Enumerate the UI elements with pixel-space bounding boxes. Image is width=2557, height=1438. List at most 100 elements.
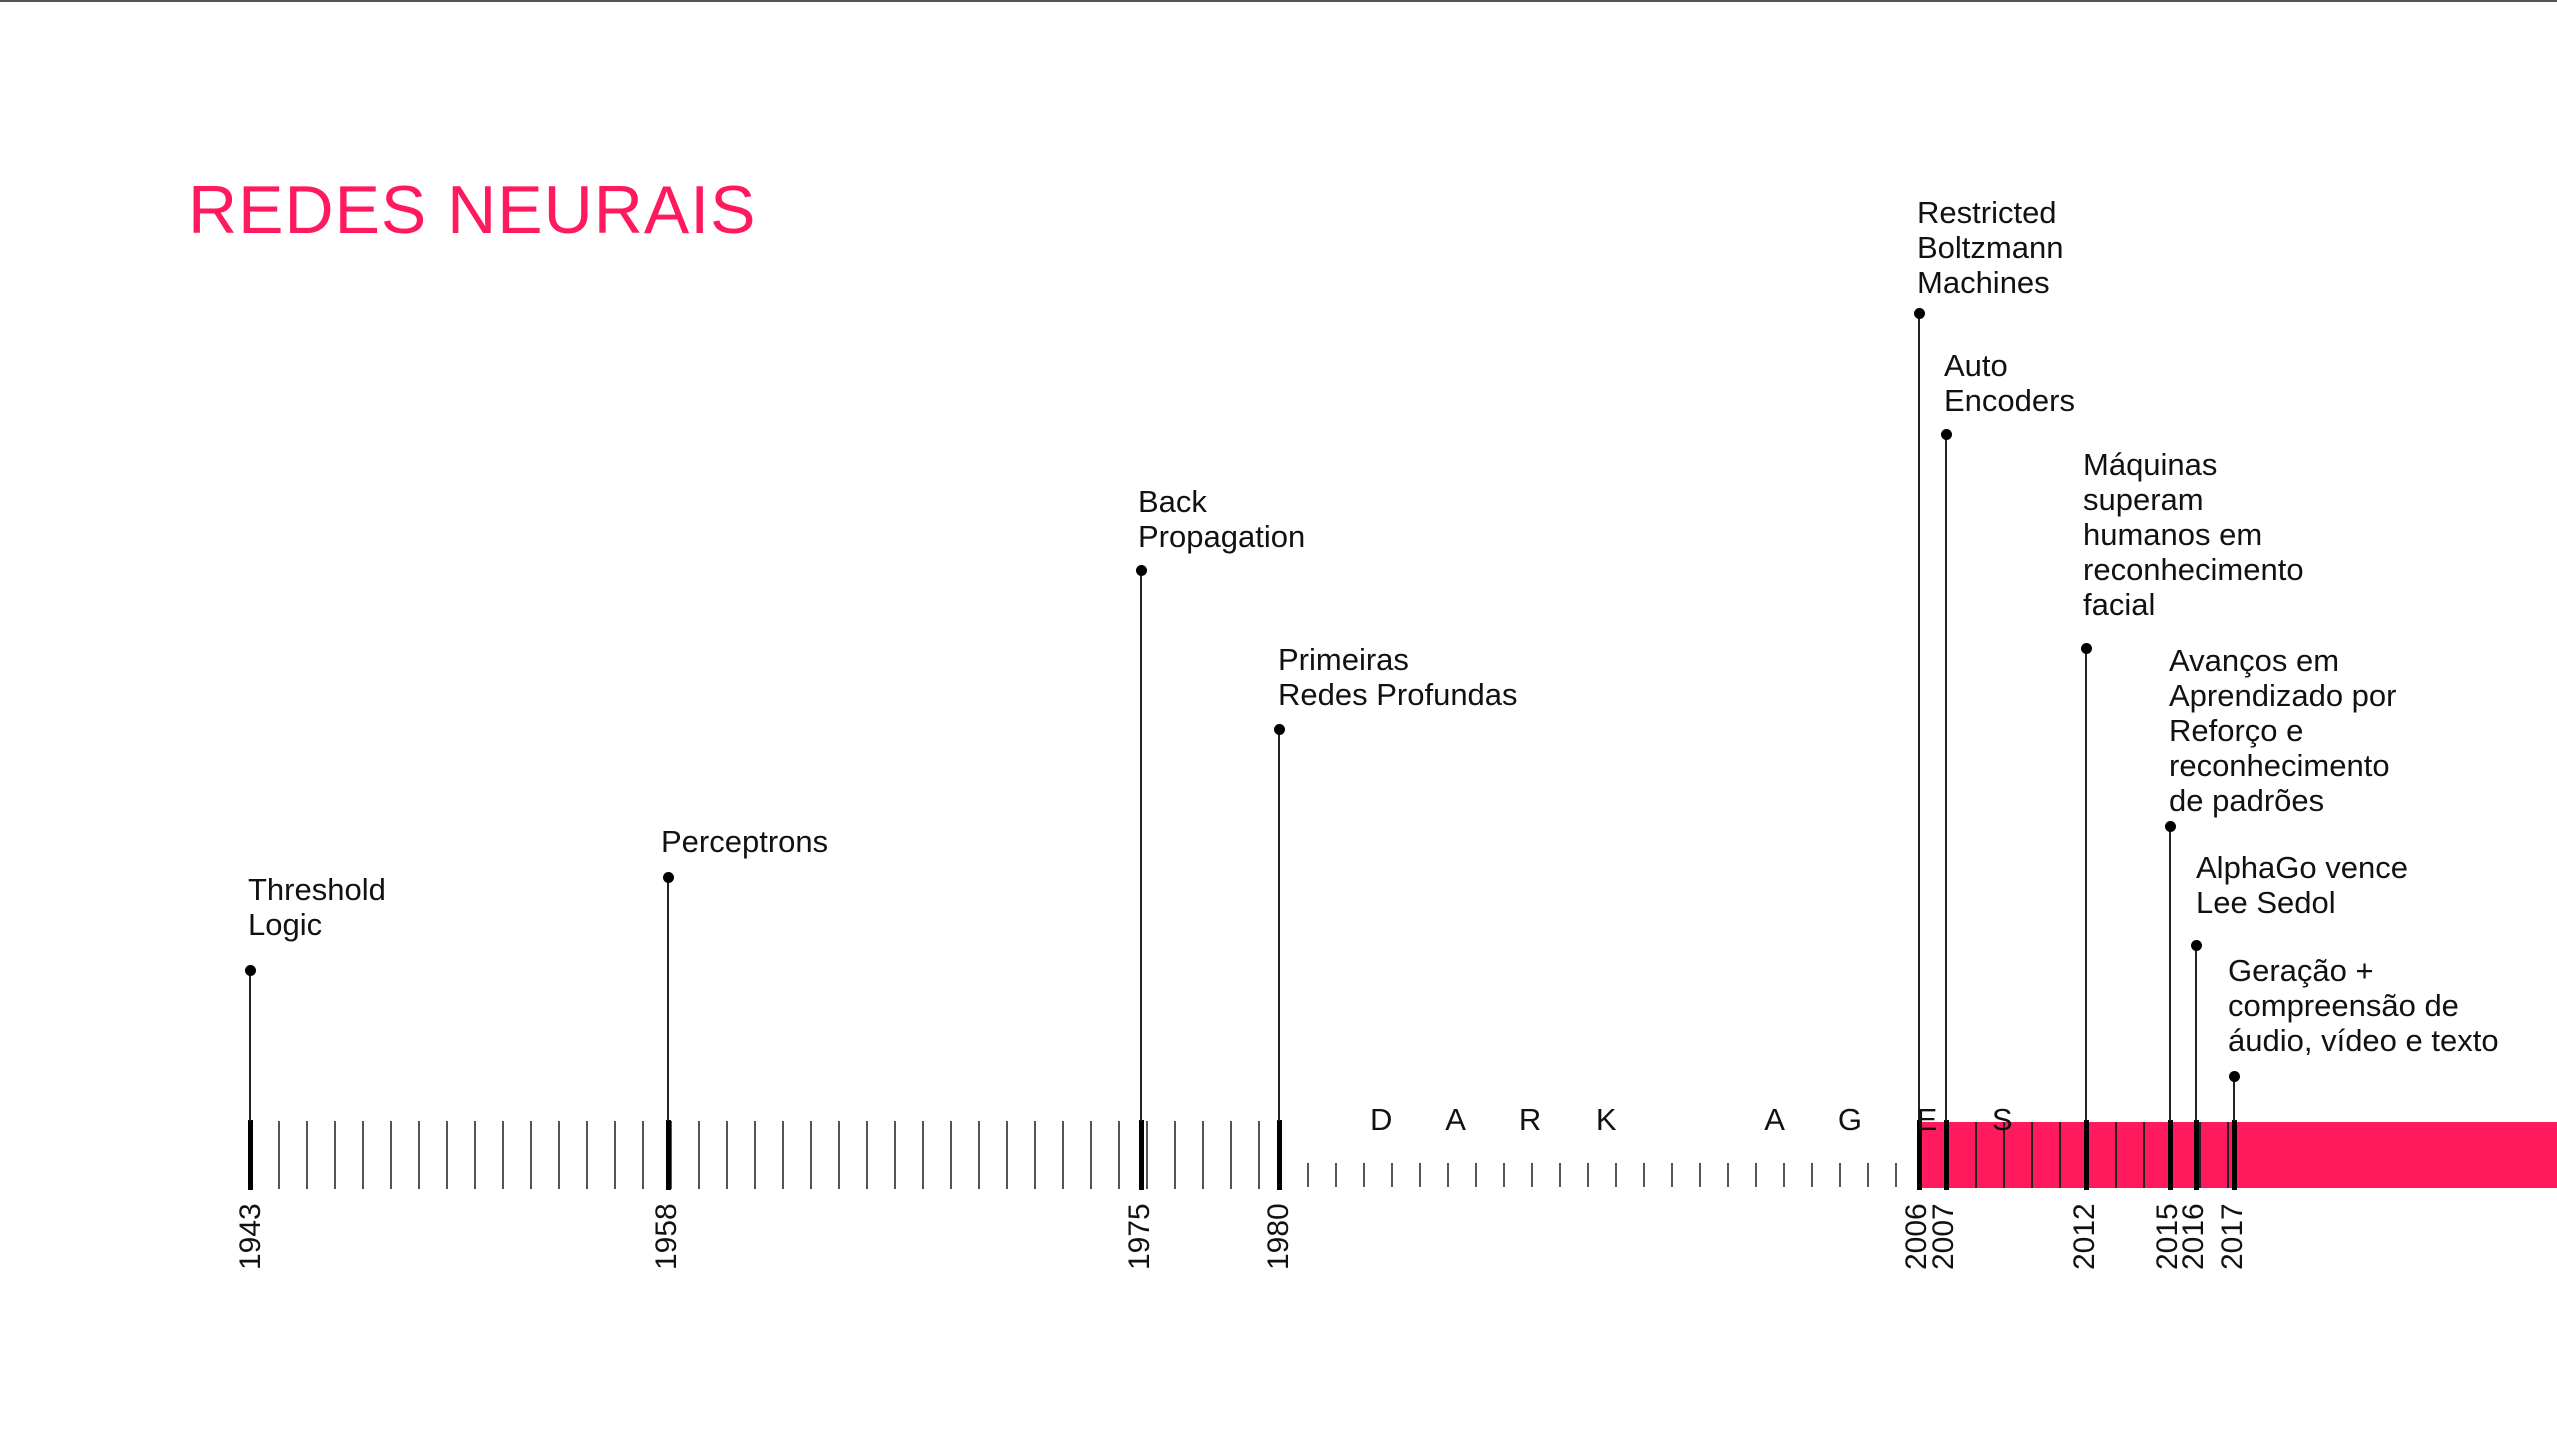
minor-tick <box>1363 1163 1365 1187</box>
minor-tick <box>894 1121 896 1189</box>
event-label-2007: Auto Encoders <box>1944 348 2075 418</box>
minor-tick <box>1783 1163 1785 1187</box>
event-dot-1943 <box>245 965 256 976</box>
minor-tick <box>1335 1163 1337 1187</box>
minor-tick <box>1975 1122 1977 1188</box>
event-dot-1958 <box>663 872 674 883</box>
event-dot-2006 <box>1914 308 1925 319</box>
event-label-1958: Perceptrons <box>661 824 829 859</box>
minor-tick <box>362 1121 364 1189</box>
minor-tick <box>922 1121 924 1189</box>
minor-tick <box>1230 1121 1232 1189</box>
top-rule <box>0 0 2557 2</box>
event-label-1980: Primeiras Redes Profundas <box>1278 642 1518 712</box>
minor-tick <box>1559 1163 1561 1187</box>
year-label-1958: 1958 <box>650 1203 683 1270</box>
minor-tick <box>1146 1121 1148 1189</box>
year-tick-1975 <box>1139 1120 1144 1190</box>
event-stem-1958 <box>667 877 669 1121</box>
minor-tick <box>1118 1121 1120 1189</box>
minor-tick <box>278 1121 280 1189</box>
event-label-2006: Restricted Boltzmann Machines <box>1917 195 2064 300</box>
year-tick-2012 <box>2084 1120 2089 1190</box>
event-dot-2016 <box>2191 940 2202 951</box>
event-stem-2017 <box>2233 1076 2235 1121</box>
event-dot-2012 <box>2081 643 2092 654</box>
minor-tick <box>1503 1163 1505 1187</box>
minor-tick <box>1671 1163 1673 1187</box>
event-dot-2007 <box>1941 429 1952 440</box>
minor-tick <box>1090 1121 1092 1189</box>
event-label-2017: Geração + compreensão de áudio, vídeo e … <box>2228 953 2499 1058</box>
event-dot-1975 <box>1136 565 1147 576</box>
minor-tick <box>1615 1163 1617 1187</box>
minor-tick <box>1034 1121 1036 1189</box>
year-tick-1958 <box>666 1120 671 1190</box>
minor-tick <box>334 1121 336 1189</box>
minor-tick <box>1867 1163 1869 1187</box>
year-label-2012: 2012 <box>2068 1203 2101 1270</box>
event-label-2015: Avanços em Aprendizado por Reforço e rec… <box>2169 643 2397 818</box>
event-stem-2007 <box>1945 434 1947 1121</box>
year-tick-2007 <box>1944 1120 1949 1190</box>
minor-tick <box>2227 1122 2229 1188</box>
minor-tick <box>698 1121 700 1189</box>
minor-tick <box>1202 1121 1204 1189</box>
minor-tick <box>1895 1163 1897 1187</box>
minor-tick <box>1391 1163 1393 1187</box>
year-tick-2015 <box>2168 1120 2173 1190</box>
minor-tick <box>2115 1122 2117 1188</box>
minor-tick <box>1727 1163 1729 1187</box>
year-tick-1943 <box>248 1120 253 1190</box>
minor-tick <box>1006 1121 1008 1189</box>
minor-tick <box>446 1121 448 1189</box>
event-stem-1980 <box>1278 729 1280 1121</box>
year-label-1975: 1975 <box>1123 1203 1156 1270</box>
dark-ages-label: D A R K A G E S <box>1370 1102 2036 1137</box>
year-label-2017: 2017 <box>2216 1203 2249 1270</box>
modern-era-band <box>1917 1122 2557 1188</box>
minor-tick <box>1755 1163 1757 1187</box>
minor-tick <box>1307 1163 1309 1187</box>
year-tick-2016 <box>2194 1120 2199 1190</box>
minor-tick <box>1174 1121 1176 1189</box>
minor-tick <box>474 1121 476 1189</box>
minor-tick <box>2143 1122 2145 1188</box>
event-stem-1943 <box>249 970 251 1121</box>
minor-tick <box>390 1121 392 1189</box>
minor-tick <box>1587 1163 1589 1187</box>
minor-tick <box>558 1121 560 1189</box>
minor-tick <box>782 1121 784 1189</box>
minor-tick <box>1839 1163 1841 1187</box>
minor-tick <box>1699 1163 1701 1187</box>
event-label-2012: Máquinas superam humanos em reconhecimen… <box>2083 447 2304 622</box>
minor-tick <box>838 1121 840 1189</box>
year-label-2007: 2007 <box>1927 1203 1960 1270</box>
minor-tick <box>1062 1121 1064 1189</box>
minor-tick <box>754 1121 756 1189</box>
minor-tick <box>2199 1122 2201 1188</box>
minor-tick <box>1258 1121 1260 1189</box>
minor-tick <box>1447 1163 1449 1187</box>
minor-tick <box>810 1121 812 1189</box>
year-tick-2017 <box>2232 1120 2237 1190</box>
event-dot-1980 <box>1274 724 1285 735</box>
minor-tick <box>1419 1163 1421 1187</box>
minor-tick <box>530 1121 532 1189</box>
event-stem-2016 <box>2195 945 2197 1121</box>
minor-tick <box>642 1121 644 1189</box>
year-label-2016: 2016 <box>2177 1203 2210 1270</box>
page-title: REDES NEURAIS <box>188 172 757 248</box>
event-dot-2015 <box>2165 821 2176 832</box>
event-label-1943: Threshold Logic <box>248 872 386 942</box>
minor-tick <box>586 1121 588 1189</box>
minor-tick <box>670 1121 672 1189</box>
event-label-1975: Back Propagation <box>1138 484 1306 554</box>
minor-tick <box>978 1121 980 1189</box>
minor-tick <box>502 1121 504 1189</box>
event-stem-2006 <box>1918 313 1920 1121</box>
minor-tick <box>306 1121 308 1189</box>
year-tick-2006 <box>1917 1120 1922 1190</box>
minor-tick <box>1531 1163 1533 1187</box>
minor-tick <box>2059 1122 2061 1188</box>
